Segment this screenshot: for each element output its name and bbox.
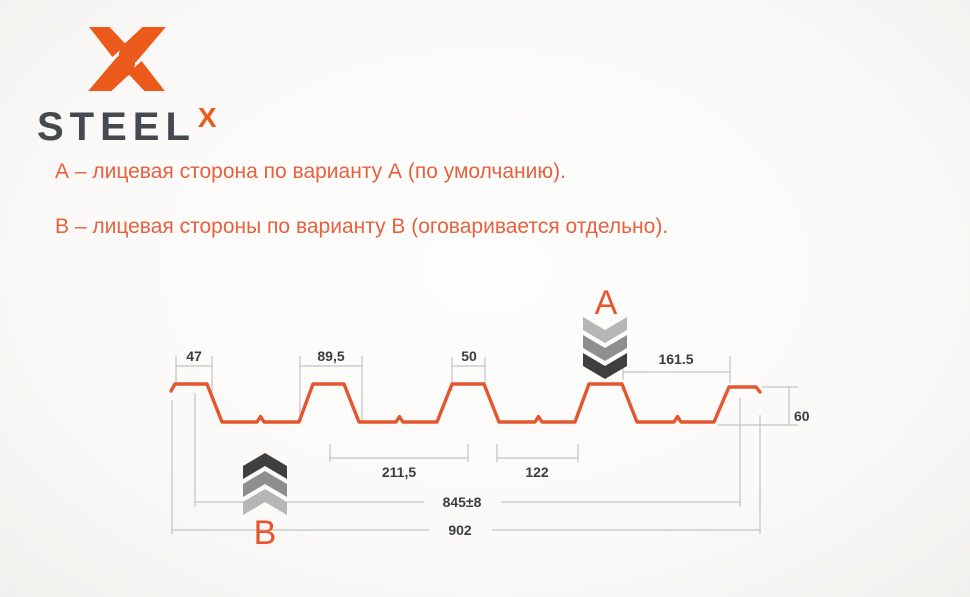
dimension-122: 122 xyxy=(496,444,579,480)
chevron-up-icon xyxy=(243,471,287,497)
dimension-211-5: 211,5 xyxy=(329,444,469,480)
dim-label-161-5: 161.5 xyxy=(658,351,693,367)
dimension-845: 845±8 xyxy=(194,393,741,510)
dimension-89-5: 89,5 xyxy=(299,348,363,421)
dim-label-50: 50 xyxy=(461,348,477,364)
chevron-down-icon xyxy=(583,317,627,343)
chevron-down-icon xyxy=(583,335,627,361)
dim-label-845: 845±8 xyxy=(443,494,482,510)
chevron-up-icon xyxy=(243,489,287,515)
steelx-x-icon-svg xyxy=(88,26,166,92)
note-variant-b: В – лицевая стороны по варианту В (огова… xyxy=(55,215,669,238)
dim-label-89-5: 89,5 xyxy=(317,348,344,364)
dimension-161-5: 161.5 xyxy=(622,351,731,383)
brand-sup-x: X xyxy=(197,102,217,133)
variant-b-label: B xyxy=(254,514,277,552)
variant-b-arrow xyxy=(243,453,287,515)
profile-outline xyxy=(169,382,762,424)
chevron-down-icon xyxy=(583,353,627,379)
logo-arm-bottom-right xyxy=(127,60,165,92)
dim-label-122: 122 xyxy=(525,464,549,480)
brand-text: STEEL xyxy=(37,105,196,149)
dim-label-211-5: 211,5 xyxy=(382,464,416,480)
steelx-x-icon xyxy=(83,26,171,92)
dim-label-47: 47 xyxy=(186,348,202,364)
logo-arm-top-left xyxy=(89,26,127,58)
variant-a-label: A xyxy=(595,284,618,322)
dimension-47: 47 xyxy=(175,348,213,394)
variant-a-arrow xyxy=(583,317,627,379)
logo-wordmark: STEELX xyxy=(37,102,217,150)
dim-label-60: 60 xyxy=(794,408,810,424)
dimension-902: 902 xyxy=(171,400,761,538)
dimension-60: 60 xyxy=(718,386,810,426)
note-variant-a: А – лицевая сторона по варианту А (по ум… xyxy=(55,160,566,183)
logo-arm-top-right-hook xyxy=(118,26,166,65)
logo-arm-bottom-left-hook xyxy=(88,53,136,92)
dim-label-902: 902 xyxy=(448,522,472,538)
chevron-up-icon xyxy=(243,453,287,479)
